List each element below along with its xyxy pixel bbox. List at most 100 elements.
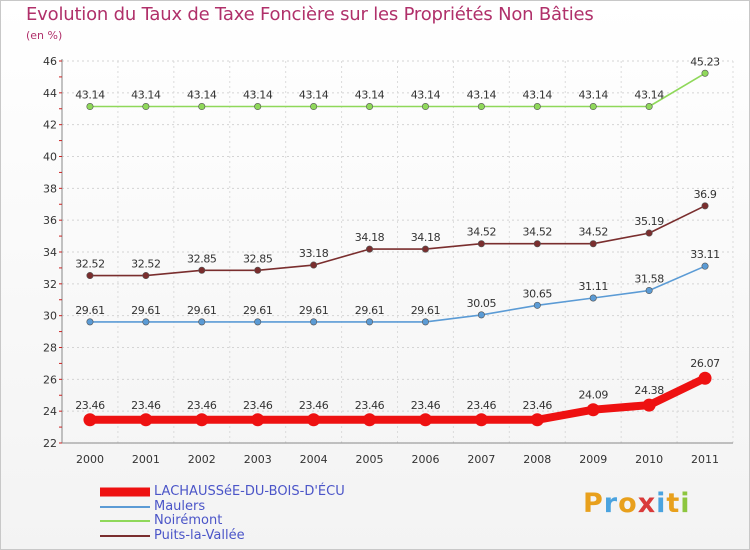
data-point bbox=[366, 245, 374, 253]
series-line bbox=[89, 72, 706, 108]
x-tick-label: 2004 bbox=[300, 453, 328, 466]
x-tick-label: 2010 bbox=[635, 453, 663, 466]
series-line bbox=[89, 205, 706, 277]
data-label: 29.61 bbox=[75, 304, 105, 317]
x-tick-label: 2001 bbox=[132, 453, 160, 466]
data-label: 23.46 bbox=[523, 399, 553, 412]
data-point bbox=[198, 318, 206, 326]
x-tick-label: 2006 bbox=[411, 453, 439, 466]
data-label: 43.14 bbox=[187, 89, 217, 102]
data-point bbox=[533, 301, 541, 309]
data-label: 33.11 bbox=[690, 248, 720, 261]
y-tick-label: 32 bbox=[43, 278, 57, 291]
legend-label: Puits-la-Vallée bbox=[154, 527, 245, 543]
data-label: 32.85 bbox=[187, 252, 217, 265]
data-point bbox=[698, 371, 712, 385]
data-point bbox=[474, 413, 488, 427]
data-label: 31.11 bbox=[578, 280, 608, 293]
data-label: 33.18 bbox=[299, 247, 329, 260]
y-tick-label: 22 bbox=[43, 437, 57, 450]
data-point bbox=[533, 240, 541, 248]
data-label: 32.85 bbox=[243, 252, 273, 265]
y-tick-label: 46 bbox=[43, 55, 57, 68]
data-point bbox=[310, 318, 318, 326]
legend-swatch bbox=[100, 534, 150, 537]
legend-label: Noirémont bbox=[154, 513, 223, 528]
series-line bbox=[86, 374, 709, 424]
data-label: 29.61 bbox=[299, 304, 329, 317]
data-label: 32.52 bbox=[131, 258, 161, 271]
y-tick-label: 26 bbox=[43, 373, 57, 386]
data-point bbox=[86, 318, 94, 326]
data-point bbox=[86, 103, 94, 111]
data-label: 43.14 bbox=[411, 89, 441, 102]
chart-unit: (en %) bbox=[26, 29, 63, 42]
data-label: 30.05 bbox=[467, 297, 497, 310]
y-tick-label: 34 bbox=[43, 246, 57, 259]
data-point bbox=[586, 403, 600, 417]
data-label: 43.14 bbox=[634, 89, 664, 102]
x-tick-label: 2009 bbox=[579, 453, 607, 466]
data-point bbox=[142, 318, 150, 326]
legend-item: Puits-la-Vallée bbox=[100, 527, 345, 544]
data-label: 23.46 bbox=[243, 399, 273, 412]
data-label: 43.14 bbox=[299, 89, 329, 102]
y-tick-label: 36 bbox=[43, 214, 57, 227]
data-label: 23.46 bbox=[467, 399, 497, 412]
data-label: 43.14 bbox=[355, 89, 385, 102]
data-point bbox=[366, 103, 374, 111]
legend-swatch bbox=[100, 520, 150, 523]
data-label: 34.18 bbox=[355, 231, 385, 244]
data-label: 34.52 bbox=[467, 226, 497, 239]
data-point bbox=[251, 413, 265, 427]
data-label: 43.14 bbox=[131, 89, 161, 102]
data-point bbox=[642, 398, 656, 412]
logo-letter: x bbox=[637, 488, 657, 519]
chart-legend: LACHAUSSéE-DU-BOIS-D'ÉCU Maulers Noirémont… bbox=[100, 484, 345, 544]
data-point bbox=[254, 103, 262, 111]
legend-item: LACHAUSSéE-DU-BOIS-D'ÉCU bbox=[100, 484, 345, 500]
data-label: 43.14 bbox=[243, 89, 273, 102]
data-label: 29.61 bbox=[131, 304, 161, 317]
data-label: 23.46 bbox=[355, 399, 385, 412]
data-label: 23.46 bbox=[75, 399, 105, 412]
data-label: 43.14 bbox=[467, 89, 497, 102]
data-point bbox=[589, 103, 597, 111]
data-label: 30.65 bbox=[523, 287, 553, 300]
data-label: 34.52 bbox=[523, 226, 553, 239]
data-point bbox=[310, 103, 318, 111]
data-point bbox=[477, 311, 485, 319]
logo-letter: t bbox=[666, 488, 681, 519]
data-point bbox=[701, 69, 709, 77]
y-tick-label: 30 bbox=[43, 310, 57, 323]
data-label: 31.58 bbox=[634, 273, 664, 286]
data-point bbox=[421, 245, 429, 253]
data-point bbox=[142, 103, 150, 111]
data-point bbox=[363, 413, 377, 427]
data-point bbox=[530, 413, 544, 427]
data-point bbox=[307, 413, 321, 427]
data-point bbox=[418, 413, 432, 427]
data-point bbox=[254, 318, 262, 326]
data-point bbox=[254, 266, 262, 274]
data-label: 29.61 bbox=[243, 304, 273, 317]
data-point bbox=[645, 287, 653, 295]
y-tick-label: 42 bbox=[43, 119, 57, 132]
logo-letter: P bbox=[583, 488, 604, 519]
data-point bbox=[645, 103, 653, 111]
data-label: 29.61 bbox=[355, 304, 385, 317]
data-point bbox=[86, 272, 94, 280]
data-label: 26.07 bbox=[690, 357, 720, 370]
data-point bbox=[195, 413, 209, 427]
x-tick-label: 2007 bbox=[467, 453, 495, 466]
data-label: 35.19 bbox=[634, 215, 664, 228]
data-label: 29.61 bbox=[411, 304, 441, 317]
data-point bbox=[83, 413, 97, 427]
data-label: 23.46 bbox=[187, 399, 217, 412]
data-label: 34.18 bbox=[411, 231, 441, 244]
logo-letter: r bbox=[603, 488, 619, 519]
data-point bbox=[477, 103, 485, 111]
logo-letter: o bbox=[618, 488, 638, 519]
data-point bbox=[142, 272, 150, 280]
